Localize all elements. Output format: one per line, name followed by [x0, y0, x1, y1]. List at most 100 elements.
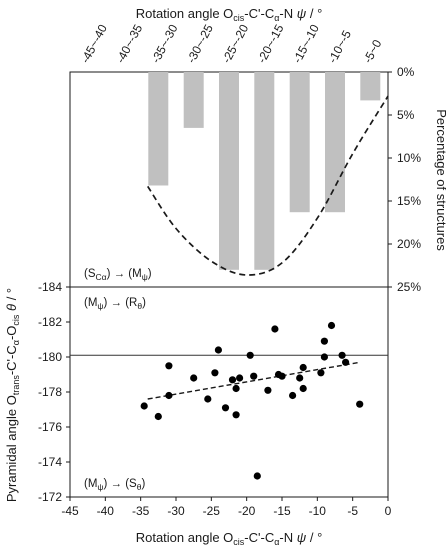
bar-annotation-part: ) — [148, 268, 152, 280]
scatter-annotation-bottom-part: (M — [84, 478, 97, 490]
y-tick-label: -174 — [38, 455, 62, 469]
data-point — [140, 402, 148, 410]
bar — [325, 72, 345, 213]
bar — [148, 72, 169, 186]
y-tick-label: -184 — [38, 280, 62, 294]
percent-tick-label: 15% — [397, 194, 421, 208]
x-ticks-group: -45 -40 -35 -30 -25 -20 -15 -10 -5 0 — [61, 497, 392, 518]
data-point — [204, 395, 212, 403]
scatter-annotation-top-part: ) — [142, 297, 146, 309]
data-point — [246, 351, 254, 359]
data-point — [165, 391, 173, 400]
x-tick-label: -35 — [132, 504, 150, 518]
bar-annotation-sub: Cα — [96, 272, 107, 282]
data-point — [327, 321, 336, 330]
data-point — [264, 386, 272, 394]
data-point — [190, 374, 198, 382]
percent-ticks-group: 0% 5% 10% 15% 20% 25% — [388, 65, 421, 294]
percent-tick-label: 0% — [397, 65, 415, 79]
data-point — [236, 374, 244, 382]
data-point — [356, 400, 364, 408]
scatter-annotation-top-sub: ψ — [97, 301, 103, 311]
top-x-axis-title-symbol: ψ — [297, 6, 307, 21]
data-point — [296, 374, 304, 382]
top-x-axis-title-part: Rotation angle O — [136, 6, 234, 21]
category-label: -20~-15 — [255, 22, 287, 66]
bar — [219, 72, 239, 270]
x-tick-label: -10 — [309, 504, 327, 518]
y-tick-label: -176 — [38, 420, 62, 434]
x-tick-label: -20 — [238, 504, 256, 518]
data-point — [317, 369, 325, 377]
data-point — [320, 337, 328, 345]
x-tick-label: -45 — [61, 504, 79, 518]
scatter-annotation-bottom-sub: θ — [137, 482, 142, 492]
x-tick-label: -30 — [167, 504, 185, 518]
bottom-x-axis-title: Rotation angle Ocis-C'-Cα-N ψ / ° — [136, 530, 323, 547]
bar — [289, 72, 310, 213]
scatter-trend-line — [147, 361, 360, 400]
percent-tick-label: 10% — [397, 151, 421, 165]
top-x-axis-title-sub: cis — [233, 13, 244, 23]
bottom-x-axis-title-part: -C'-C — [244, 530, 274, 545]
category-label: -10~-5 — [325, 28, 354, 66]
percent-tick-label: 5% — [397, 108, 415, 122]
left-y-axis-title-sub: cis — [11, 314, 21, 325]
category-label: -15~-10 — [290, 22, 322, 66]
category-label: -35~-30 — [149, 22, 181, 66]
bar-annotation-part: ) → (M — [107, 268, 142, 280]
y-tick-label: -172 — [38, 490, 62, 504]
y-tick-label: -180 — [38, 350, 62, 364]
scatter-annotation-bottom-sub: ψ — [97, 482, 103, 492]
percent-tick-label: 20% — [397, 237, 421, 251]
top-x-axis-title-part: / ° — [306, 6, 322, 21]
percent-tick-label: 25% — [397, 280, 421, 294]
bottom-x-axis-title-sub: cis — [233, 537, 244, 547]
scatter-panel: -184 -182 -180 -178 -176 -174 -172 -45 -40 -35 -3… — [4, 280, 392, 518]
bar-trend-line — [146, 95, 389, 276]
x-tick-label: 0 — [385, 504, 392, 518]
left-y-axis-title-part: Pyramidal angle O — [4, 395, 19, 502]
bottom-x-axis-title-symbol: ψ — [297, 530, 307, 545]
x-tick-label: -40 — [97, 504, 115, 518]
top-x-axis-title: Rotation angle Ocis-C'-Cα-N ψ / ° — [136, 6, 323, 23]
left-y-axis-title-part: / ° — [4, 288, 19, 304]
x-tick-label: -5 — [347, 504, 358, 518]
data-point — [165, 362, 173, 370]
scatter-annotation-top-part: (M — [84, 297, 97, 309]
data-point — [271, 325, 279, 333]
scatter-annotation-bottom: (Mψ) → (Sθ) — [84, 478, 145, 492]
bottom-x-axis-title-part: Rotation angle O — [136, 530, 234, 545]
data-point — [299, 363, 307, 372]
left-y-axis-title-sub: trans — [11, 375, 21, 396]
category-label: -5~0 — [361, 37, 385, 65]
data-point — [228, 376, 237, 384]
left-y-axis-title-part: -O — [4, 326, 19, 340]
scatter-annotation-bottom-part: ) → (S — [103, 478, 137, 490]
scatter-annotation-top: (Mψ) → (Rθ) — [84, 297, 146, 311]
top-x-axis-title-part: -C'-C — [244, 6, 274, 21]
category-label: -45~-40 — [78, 22, 110, 66]
bottom-x-axis-title-part: -N — [279, 530, 296, 545]
right-y-axis-title: Percentage of structures — [434, 109, 446, 251]
data-point — [232, 384, 240, 393]
bar-annotation-part: (S — [84, 268, 96, 280]
category-labels-group: -45~-40 -40~-35 -35~-30 -30~-25 -25~-20 -20~-… — [78, 22, 385, 66]
data-point — [289, 391, 297, 400]
bottom-x-axis-title-sub: α — [274, 537, 279, 547]
left-y-axis-title-part: -C'-C — [4, 345, 19, 375]
category-label: -40~-35 — [113, 22, 145, 66]
x-tick-label: -25 — [203, 504, 221, 518]
y-ticks-group: -184 -182 -180 -178 -176 -174 -172 — [38, 280, 70, 504]
bar-panel-annotation: (SCα) → (Mψ) — [84, 268, 152, 282]
bar — [254, 72, 275, 270]
left-y-axis-title: Pyramidal angle Otrans-C'-Cα-Ocis θ / ° — [4, 288, 21, 502]
data-point — [320, 353, 328, 361]
data-point — [214, 346, 222, 354]
data-point — [253, 472, 261, 480]
bar-chart-panel: -45~-40 -40~-35 -35~-30 -30~-25 -25~-20 -20~-… — [69, 22, 446, 294]
data-point — [338, 351, 346, 359]
data-point — [232, 411, 240, 419]
